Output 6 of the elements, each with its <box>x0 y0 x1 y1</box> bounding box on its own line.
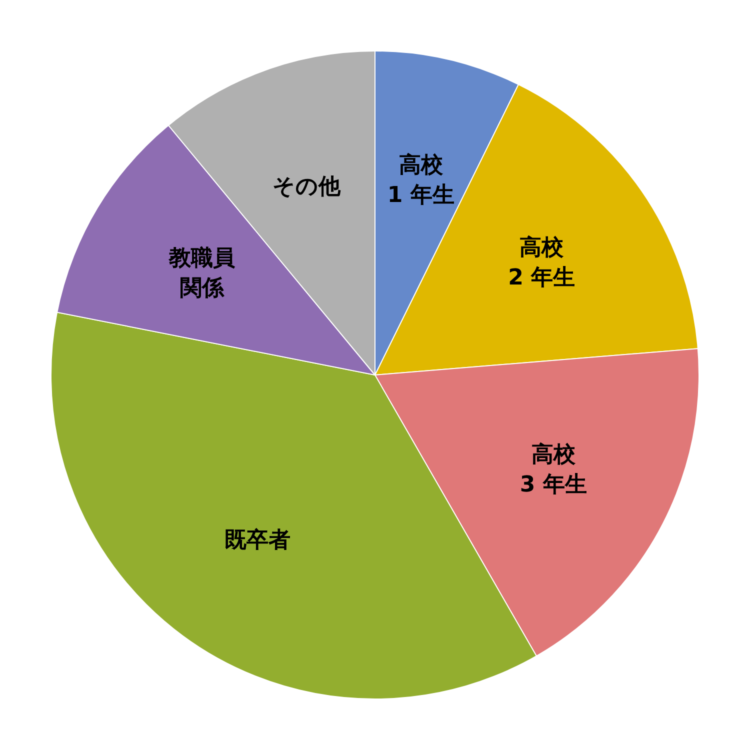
slice-label: 高校 3 年生 <box>520 442 587 498</box>
slice-label: 既卒者 <box>224 526 291 553</box>
slice-label: その他 <box>272 174 342 200</box>
slice-label: 高校 1 年生 <box>387 152 454 208</box>
slice-label: 高校 2 年生 <box>508 234 576 291</box>
slice-label: 教職員関係 <box>168 246 235 301</box>
